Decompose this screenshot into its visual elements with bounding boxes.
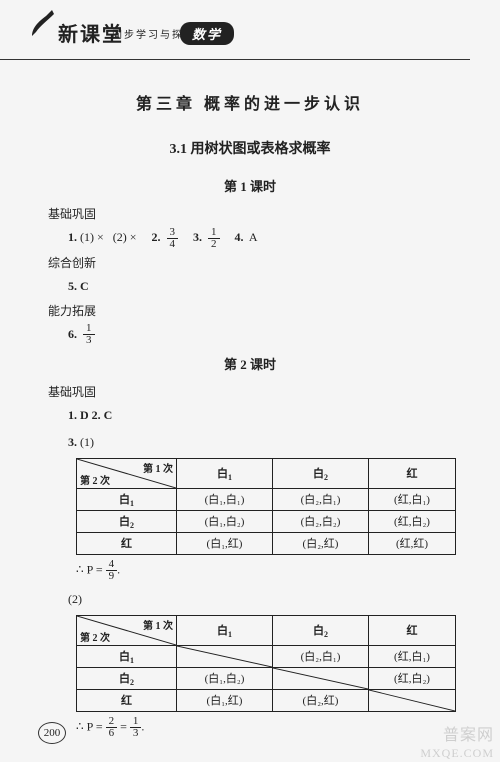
table-cell: (白₁,白₂) [177,510,273,532]
table-cell: (白₂,白₁) [273,488,369,510]
col-head: 白1 [177,615,273,645]
part2-label: (2) [48,588,452,611]
jichu-label-2: 基础巩固 [48,383,452,400]
watermark: 普案网 MXQE.COM [420,726,494,760]
table-cell: (白₂,白₁) [273,645,369,667]
eqn1: ∴ P = 49. [48,559,452,582]
watermark-url: MXQE.COM [420,746,494,760]
jichu-label-1: 基础巩固 [48,205,452,222]
table-cell [369,689,456,711]
brush-icon [30,8,56,38]
row-head: 白2 [77,667,177,689]
table-cell: (红,白₁) [369,488,456,510]
q1-num: 1. [68,230,77,244]
diag-header: 第 1 次第 2 次 [77,458,177,488]
row-head: 白1 [77,488,177,510]
table-cell: (白₁,白₂) [177,667,273,689]
zonghe-label: 综合创新 [48,254,452,271]
table-cell: (白₂,白₂) [273,510,369,532]
q6: 6. 13 [48,323,452,347]
diag-header: 第 1 次第 2 次 [77,615,177,645]
q2-frac: 34 [167,227,179,250]
q3-num: 3. [193,230,202,244]
table-cell: (红,白₁) [369,645,456,667]
col-head: 红 [369,615,456,645]
page-number: 200 [38,722,66,744]
col-head: 红 [369,458,456,488]
q4-ans: A [249,230,258,244]
row-head: 白1 [77,645,177,667]
q2-num: 2. [152,230,161,244]
q1b: (2) × [113,230,137,244]
col-head: 白1 [177,458,273,488]
row-head: 红 [77,532,177,554]
lesson2-heading: 第 2 课时 [48,354,452,373]
lesson1-heading: 第 1 课时 [48,176,452,195]
table-cell: (白₂,红) [273,532,369,554]
probability-table-1: 第 1 次第 2 次白1白2红白1(白₁,白₁)(白₂,白₁)(红,白₁)白2(… [76,458,456,555]
section-title: 3.1 用树状图或表格求概率 [48,138,452,158]
q3-line: 3. (1) [48,431,452,454]
table-cell: (白₁,红) [177,532,273,554]
q3-frac: 12 [208,227,220,250]
col-head: 白2 [273,458,369,488]
eqn2: ∴ P = 26 = 13. [48,716,452,739]
table-cell: (红,白₂) [369,667,456,689]
table-cell: (红,红) [369,532,456,554]
q6-frac: 13 [83,323,95,346]
table-cell: (白₂,红) [273,689,369,711]
q4-num: 4. [235,230,244,244]
col-head: 白2 [273,615,369,645]
content-area: 第三章 概率的进一步认识 3.1 用树状图或表格求概率 第 1 课时 基础巩固 … [0,60,500,739]
table-cell: (白₁,白₁) [177,488,273,510]
table-cell [177,645,273,667]
chapter-title: 第三章 概率的进一步认识 [48,90,452,114]
q5: 5. C [48,275,452,298]
lesson1-line1: 1. (1) × (2) × 2. 34 3. 12 4. A [48,226,452,250]
q1a: (1) × [80,230,104,244]
lesson2-line1: 1. D 2. C [48,404,452,427]
nengli-label: 能力拓展 [48,302,452,319]
row-head: 红 [77,689,177,711]
table-cell [273,667,369,689]
probability-table-2: 第 1 次第 2 次白1白2红白1(白₂,白₁)(红,白₁)白2(白₁,白₂)(… [76,615,456,712]
subject-pill: 数学 [180,22,234,45]
row-head: 白2 [77,510,177,532]
table-cell: (红,白₂) [369,510,456,532]
watermark-zh: 普案网 [420,726,494,745]
page-header: 新课堂 同步学习与探究 数学 [0,0,470,60]
table-cell: (白₁,红) [177,689,273,711]
